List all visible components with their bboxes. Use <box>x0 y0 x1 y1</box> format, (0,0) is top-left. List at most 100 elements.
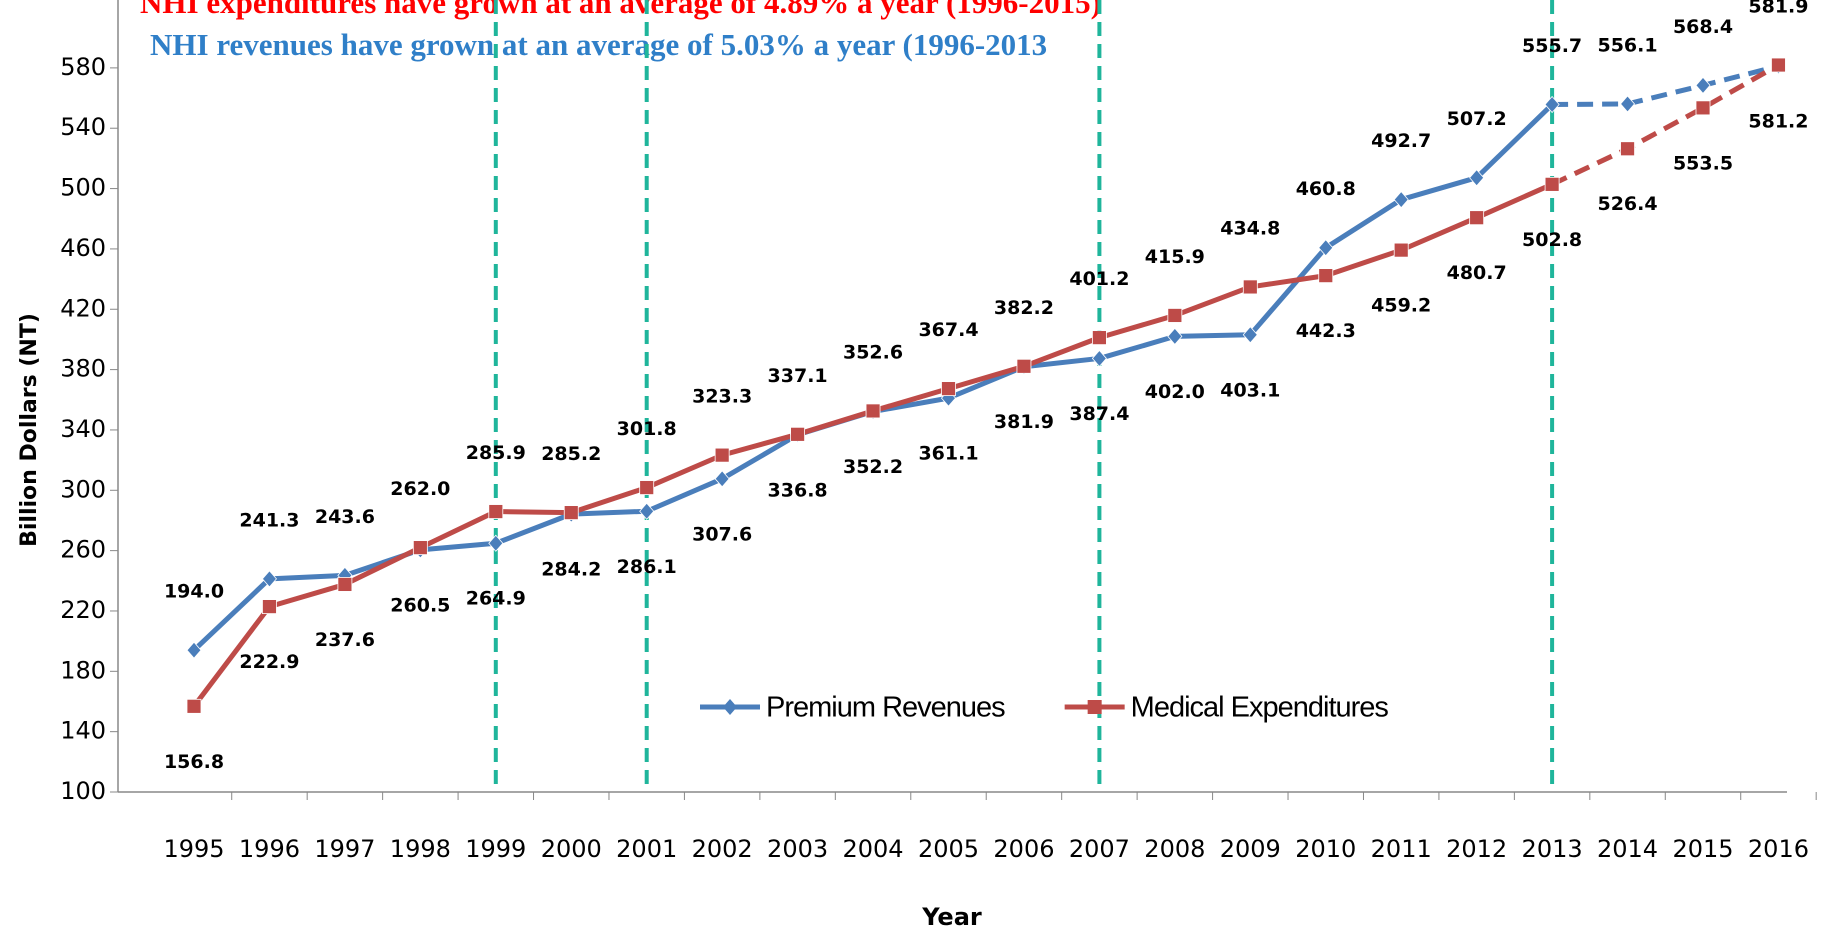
marker <box>1016 358 1032 374</box>
marker <box>1393 242 1409 258</box>
marker <box>941 381 956 397</box>
data-label: 284.2 <box>541 559 601 581</box>
x-tick-label: 2001 <box>616 835 677 863</box>
y-tick-label: 420 <box>60 294 106 322</box>
legend-marker <box>1087 700 1102 714</box>
marker <box>1544 176 1560 192</box>
x-tick-label: 1998 <box>390 835 451 863</box>
marker <box>1167 308 1183 323</box>
x-tick-label: 2002 <box>692 835 753 863</box>
data-label: 480.7 <box>1447 262 1507 284</box>
marker <box>1318 239 1334 257</box>
data-label: 285.9 <box>466 442 526 464</box>
marker <box>186 698 202 714</box>
marker <box>714 447 730 463</box>
series-line <box>192 182 1554 708</box>
x-axis-label: Year <box>921 903 982 931</box>
data-label: 323.3 <box>692 386 752 408</box>
series-line-projected <box>1551 62 1780 187</box>
data-label: 337.1 <box>768 365 828 387</box>
y-tick-label: 340 <box>60 415 106 443</box>
data-label: 568.4 <box>1673 16 1733 38</box>
y-tick-label: 460 <box>60 234 106 262</box>
data-label: 502.8 <box>1522 229 1582 251</box>
marker <box>488 534 504 552</box>
data-label: 492.7 <box>1371 130 1431 152</box>
y-tick-label: 540 <box>60 113 106 141</box>
marker <box>790 426 805 442</box>
data-label: 222.9 <box>239 651 299 673</box>
data-label: 381.9 <box>994 411 1054 433</box>
data-label: 382.2 <box>994 297 1054 319</box>
marker <box>337 577 353 592</box>
marker <box>1771 57 1786 73</box>
x-tick-label: 1996 <box>239 835 300 863</box>
x-tick-label: 1997 <box>314 835 375 863</box>
data-label: 367.4 <box>918 319 978 341</box>
x-tick-label: 2007 <box>1069 835 1130 863</box>
data-label: 459.2 <box>1371 295 1431 317</box>
x-tick-label: 1995 <box>163 835 224 863</box>
data-label: 286.1 <box>617 556 677 578</box>
data-label: 260.5 <box>390 594 450 616</box>
marker <box>412 540 428 556</box>
x-tick-label: 2005 <box>918 835 979 863</box>
y-tick-label: 100 <box>60 777 106 805</box>
x-tick-label: 2011 <box>1371 835 1432 863</box>
marker <box>1620 95 1636 113</box>
marker <box>1393 190 1409 209</box>
marker <box>1620 141 1635 157</box>
data-label: 307.6 <box>692 523 752 545</box>
x-tick-label: 2014 <box>1597 835 1658 863</box>
y-tick-label: 260 <box>60 536 106 564</box>
y-tick-label: 180 <box>60 656 106 684</box>
y-tick-label: 580 <box>60 53 106 81</box>
chart-subtitle: NHI revenues have grown at an average of… <box>150 27 1047 62</box>
data-label: 336.8 <box>768 479 828 501</box>
marker <box>563 505 579 521</box>
series-line-projected <box>1552 63 1780 108</box>
data-label: 387.4 <box>1069 403 1129 425</box>
data-label: 403.1 <box>1220 379 1280 401</box>
marker <box>1318 268 1334 284</box>
y-axis-label: Billion Dollars (NT) <box>17 313 42 547</box>
marker <box>1167 327 1183 346</box>
marker <box>865 403 881 419</box>
data-label: 581.2 <box>1748 111 1808 133</box>
data-label: 526.4 <box>1597 193 1657 215</box>
legend: Premium Revenues Medical Expenditures <box>700 692 1389 724</box>
data-label: 581.9 <box>1748 0 1808 18</box>
data-label: 460.8 <box>1296 178 1356 200</box>
marker <box>262 599 277 614</box>
legend-marker <box>723 699 737 715</box>
legend-label: Premium Revenues <box>766 692 1005 724</box>
x-tick-label: 1999 <box>465 835 526 863</box>
y-tick-label: 500 <box>60 174 106 202</box>
y-tick-label: 300 <box>60 475 106 503</box>
marker <box>1469 210 1485 226</box>
x-tick-label: 2012 <box>1446 835 1507 863</box>
marker <box>186 641 202 659</box>
data-label: 194.0 <box>164 581 224 603</box>
marker <box>1242 326 1258 344</box>
data-label: 361.1 <box>918 443 978 465</box>
x-tick-label: 2000 <box>541 835 602 863</box>
legend-label: Medical Expenditures <box>1131 692 1389 724</box>
marker <box>1091 349 1107 368</box>
marker <box>261 570 277 588</box>
y-tick-label: 380 <box>60 355 106 383</box>
data-label: 241.3 <box>239 509 299 531</box>
marker <box>639 480 655 495</box>
data-label: 264.9 <box>466 588 526 610</box>
chart-title: NHI expenditures have grown at an averag… <box>140 0 1101 20</box>
y-tick-label: 220 <box>60 596 106 624</box>
x-tick-label: 2009 <box>1220 835 1281 863</box>
x-tick-label: 2006 <box>993 835 1054 863</box>
x-tick-label: 2016 <box>1748 835 1809 863</box>
data-label: 243.6 <box>315 506 375 528</box>
data-label: 442.3 <box>1296 320 1356 342</box>
data-label: 401.2 <box>1069 268 1129 290</box>
marker <box>1092 330 1107 346</box>
marker <box>1544 95 1560 114</box>
marker <box>1242 279 1258 295</box>
